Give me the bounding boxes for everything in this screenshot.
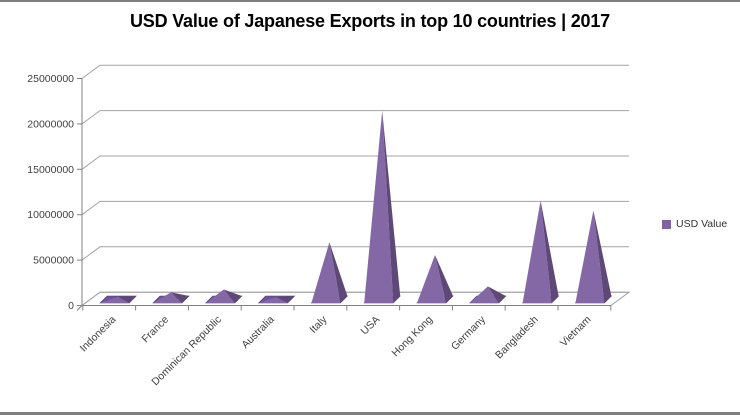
- pyramid-front-face: [258, 297, 288, 303]
- pyramid-side-face: [435, 255, 453, 303]
- x-axis-label: Indonesia: [78, 314, 119, 355]
- pyramid-australia: [257, 295, 296, 304]
- pyramid-front-face: [205, 289, 235, 303]
- x-axis-label: Bangladesh: [493, 314, 541, 362]
- pyramid-front-face: [153, 292, 182, 303]
- x-axis-label: USA: [359, 314, 383, 338]
- x-axis-label: Hong Kong: [389, 314, 435, 360]
- pyramid-germany: [469, 286, 507, 304]
- pyramid-italy: [310, 242, 349, 304]
- pyramid-side-face: [276, 296, 295, 303]
- y-axis-label: 0: [68, 300, 74, 312]
- gridline: [81, 246, 629, 261]
- x-axis-label: France: [140, 314, 172, 346]
- pyramid-indonesia: [99, 295, 137, 304]
- pyramid-side-face: [540, 200, 559, 303]
- pyramid-side-face: [487, 286, 506, 303]
- pyramid-hong-kong: [416, 255, 454, 304]
- pyramid-front-face: [100, 296, 130, 303]
- pyramid-bangladesh: [521, 200, 560, 304]
- x-axis-label: Italy: [307, 313, 330, 336]
- y-axis-label: 10000000: [27, 209, 74, 221]
- pyramid-dominican-republic: [205, 289, 243, 304]
- pyramid-side-face: [223, 289, 242, 303]
- gridline: [81, 64, 629, 79]
- pyramid-front-face: [364, 110, 394, 303]
- x-axis-corner-tick: [76, 305, 83, 311]
- pyramid-front-face: [575, 210, 605, 303]
- y-axis-label: 15000000: [27, 164, 74, 176]
- pyramid-front-face: [417, 255, 446, 303]
- pyramid-front-face: [311, 242, 341, 303]
- pyramid-front-face: [469, 286, 499, 303]
- x-axis-label: Vietnam: [558, 313, 594, 349]
- legend: USD Value: [662, 218, 727, 230]
- x-axis-label: Germany: [449, 313, 489, 353]
- x-axis-label: Australia: [239, 314, 276, 351]
- gridline: [81, 155, 629, 170]
- y-axis-label: 5000000: [33, 255, 74, 267]
- pyramid-side-face: [171, 292, 189, 303]
- y-axis-label: 20000000: [27, 118, 74, 130]
- chart-title: USD Value of Japanese Exports in top 10 …: [129, 11, 610, 31]
- y-axis-label: 25000000: [27, 73, 74, 85]
- pyramid-vietnam: [574, 210, 613, 304]
- legend-label: USD Value: [676, 218, 728, 230]
- pyramid-front-face: [522, 200, 552, 303]
- pyramid-side-face: [329, 242, 348, 303]
- pyramid-side-face: [593, 210, 612, 303]
- pyramid-france: [152, 292, 190, 304]
- gridline: [81, 110, 629, 125]
- pyramid-side-face: [382, 110, 401, 303]
- legend-marker-icon: [662, 219, 671, 229]
- gridline: [81, 200, 629, 216]
- pyramid-side-face: [118, 296, 137, 303]
- pyramid-usa: [363, 110, 401, 304]
